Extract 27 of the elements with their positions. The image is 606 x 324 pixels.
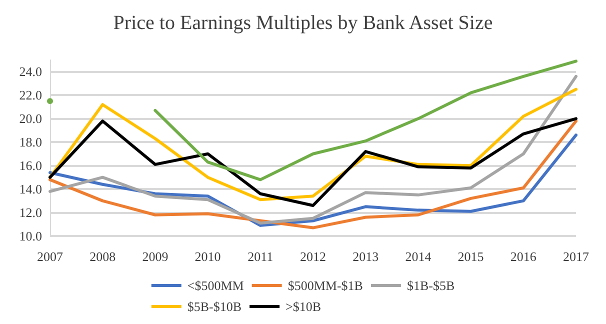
x-tick-label: 2017 [563,249,590,264]
x-tick-label: 2008 [90,249,116,264]
x-tick-label: 2011 [248,249,274,264]
y-tick-label: 12.0 [19,205,42,220]
x-tick-label: 2012 [300,249,326,264]
legend-label: $1B-$5B [406,278,455,293]
x-tick-label: 2009 [142,249,168,264]
y-tick-label: 18.0 [19,134,42,150]
x-tick-label: 2016 [510,249,537,264]
chart-title: Price to Earnings Multiples by Bank Asset Size [113,12,493,34]
y-tick-label: 10.0 [19,228,42,244]
x-tick-label: 2015 [458,249,484,264]
x-tick-label: 2007 [37,249,64,264]
x-tick-label: 2013 [352,249,379,264]
legend-label: >$10B [286,299,322,314]
legend-label: <$500MM [187,278,244,293]
y-tick-label: 24.0 [19,64,42,80]
x-tick-label: 2014 [405,249,432,264]
line-series [48,117,578,207]
line-series [48,74,578,225]
y-tick-label: 20.0 [19,111,42,126]
y-tick-label: 14.0 [19,182,42,197]
y-tick-label: 16.0 [19,158,42,174]
legend-label: $5B-$10B [187,299,242,314]
legend-label: $500MM-$1B [288,278,364,293]
x-tick-label: 2010 [194,249,221,264]
y-tick-label: 22.0 [19,88,42,103]
